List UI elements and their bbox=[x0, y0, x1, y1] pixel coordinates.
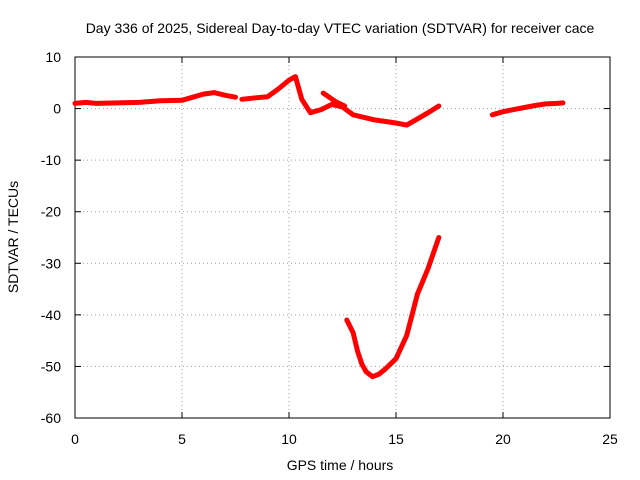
series-satellite-track-b bbox=[239, 74, 442, 128]
y-tick-label: -50 bbox=[41, 358, 61, 374]
y-tick-label: 10 bbox=[45, 49, 61, 65]
x-tick-label: 25 bbox=[602, 431, 618, 447]
plot-frame bbox=[74, 56, 611, 419]
x-axis-label: GPS time / hours bbox=[287, 457, 394, 473]
y-tick-label: -40 bbox=[41, 307, 61, 323]
x-tick-label: 10 bbox=[281, 431, 297, 447]
y-tick-label: -60 bbox=[41, 410, 61, 426]
y-tick-label: -10 bbox=[41, 152, 61, 168]
x-tick-label: 20 bbox=[495, 431, 511, 447]
data-series bbox=[72, 74, 566, 380]
grid-lines bbox=[75, 57, 610, 418]
series-satellite-track-d bbox=[344, 235, 442, 380]
x-tick-label: 15 bbox=[388, 431, 404, 447]
y-axis-label: SDTVAR / TECUs bbox=[5, 181, 21, 293]
y-tick-label: -20 bbox=[41, 204, 61, 220]
series-satellite-track-e bbox=[489, 100, 566, 118]
series-satellite-track-c bbox=[320, 90, 348, 109]
chart-title: Day 336 of 2025, Sidereal Day-to-day VTE… bbox=[86, 20, 595, 36]
y-tick-label: -30 bbox=[41, 255, 61, 271]
series-satellite-track-a bbox=[72, 90, 238, 106]
x-tick-label: 0 bbox=[71, 431, 79, 447]
y-tick-label: 0 bbox=[53, 101, 61, 117]
axis-ticks: 0 5 10 15 20 25 10 0 -10 -20 -30 -40 -50 -60 bbox=[41, 49, 618, 447]
x-tick-label: 5 bbox=[178, 431, 186, 447]
